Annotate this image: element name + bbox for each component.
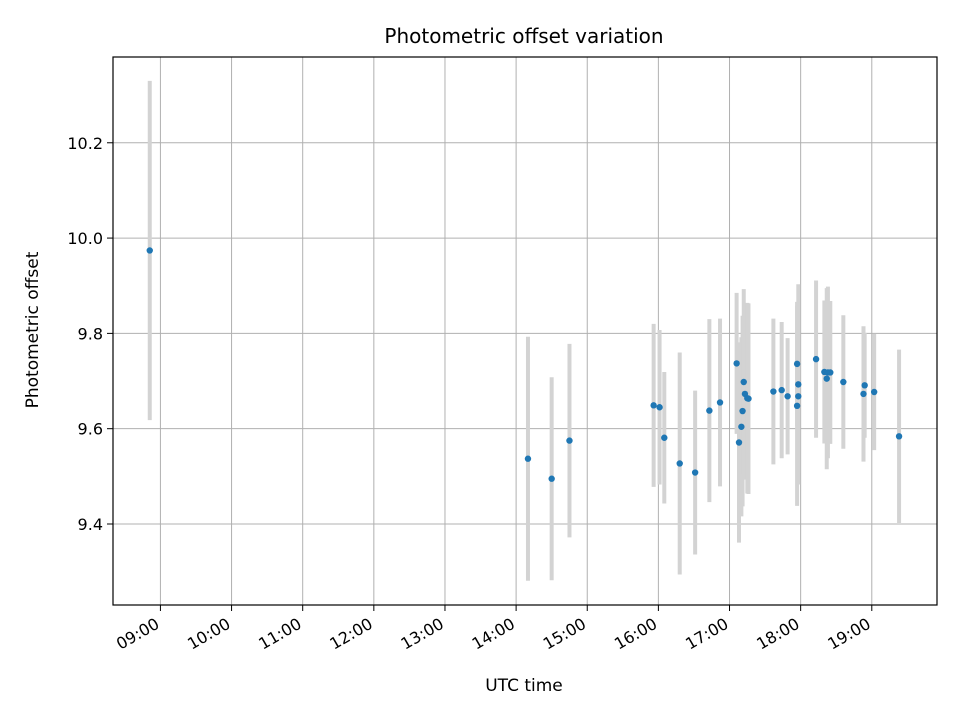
data-point xyxy=(739,407,746,415)
x-tick-label: 10:00 xyxy=(184,614,233,654)
x-tick-label: 16:00 xyxy=(611,614,660,654)
x-tick-label: 18:00 xyxy=(753,614,802,654)
y-axis-title: Photometric offset xyxy=(23,251,43,408)
data-point xyxy=(745,395,752,402)
data-point xyxy=(735,439,743,446)
data-point xyxy=(650,402,657,409)
data-point xyxy=(661,434,668,441)
x-tick-label: 14:00 xyxy=(469,614,518,654)
y-tick-label: 9.4 xyxy=(78,515,103,534)
x-tick-label: 13:00 xyxy=(398,614,447,654)
data-point xyxy=(827,369,834,376)
x-tick-label: 15:00 xyxy=(540,614,589,654)
data-point xyxy=(691,469,699,476)
y-tick-label: 10.2 xyxy=(67,134,103,153)
data-point xyxy=(740,378,747,386)
x-tick-label: 11:00 xyxy=(255,614,304,654)
data-point xyxy=(770,388,777,395)
y-tick-label: 9.8 xyxy=(78,324,103,343)
data-point xyxy=(524,455,532,462)
data-point xyxy=(860,390,867,398)
data-point xyxy=(784,393,791,400)
data-point xyxy=(823,375,830,382)
data-point xyxy=(706,407,713,414)
y-tick-label: 9.6 xyxy=(78,420,103,439)
data-point xyxy=(676,460,683,467)
x-tick-label: 19:00 xyxy=(824,614,873,654)
grid-lines xyxy=(113,57,937,605)
plot-frame xyxy=(112,56,938,606)
data-point xyxy=(778,386,785,394)
data-point xyxy=(656,404,663,411)
data-point xyxy=(895,433,903,440)
x-tick-label: 09:00 xyxy=(113,614,162,654)
x-axis-ticks: 09:00 10:00 11:00 12:00 13:00 14:00 15:00 16:00… xyxy=(113,605,874,654)
data-point xyxy=(548,475,555,482)
data-point xyxy=(793,360,801,368)
data-point xyxy=(738,423,745,430)
data-points xyxy=(146,247,903,482)
chart-title: Photometric offset variation xyxy=(384,24,663,48)
data-point xyxy=(146,247,153,254)
data-point xyxy=(812,355,820,363)
data-point xyxy=(795,393,802,400)
data-point xyxy=(733,360,740,367)
x-axis-title: UTC time xyxy=(485,676,563,696)
y-tick-label: 10.0 xyxy=(67,229,103,248)
data-point xyxy=(840,378,847,386)
x-tick-label: 12:00 xyxy=(326,614,375,654)
data-point xyxy=(716,399,724,406)
data-point xyxy=(566,437,573,444)
x-tick-label: 17:00 xyxy=(682,614,731,654)
error-bars xyxy=(147,80,902,581)
data-point xyxy=(793,402,801,410)
data-point xyxy=(795,381,802,388)
data-point xyxy=(861,382,868,389)
y-axis-ticks: 9.4 9.6 9.8 10.0 10.2 xyxy=(67,134,113,534)
data-point xyxy=(870,388,878,396)
